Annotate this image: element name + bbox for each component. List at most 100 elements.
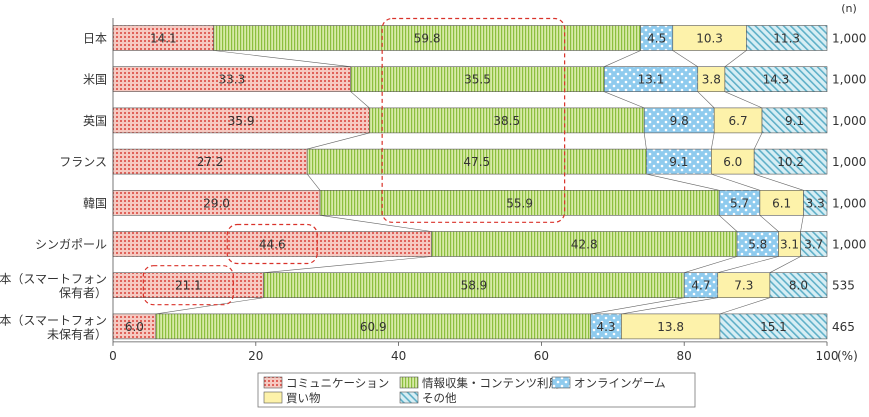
connector-line-row3-boundary2 bbox=[646, 173, 720, 191]
bar-segment-row1-series1 bbox=[350, 66, 605, 92]
n-value: 465 bbox=[832, 320, 855, 334]
bar-segment-row2-series4 bbox=[761, 107, 828, 134]
connector-line-row1-boundary2 bbox=[604, 91, 645, 109]
connector-line-row2-boundary4 bbox=[753, 132, 763, 150]
bar-value-label: 3.3 bbox=[806, 196, 825, 210]
bar-value-label: 6.1 bbox=[772, 196, 791, 210]
bar-segment-row1-series3 bbox=[697, 66, 726, 92]
x-tick-label: 100 bbox=[816, 349, 839, 363]
bar-value-label: 5.7 bbox=[730, 196, 749, 210]
bar-segment-row5-series4 bbox=[800, 231, 828, 257]
legend-swatch bbox=[399, 376, 419, 389]
category-label: 日本（スマートフォン bbox=[0, 313, 107, 327]
connector-line-row0-boundary1 bbox=[213, 50, 351, 67]
bar-segment-row1-series4 bbox=[724, 66, 828, 92]
bar-segment-row6-series4 bbox=[769, 272, 828, 299]
legend-label: 情報収集・コンテンツ利用 bbox=[422, 376, 560, 390]
category-label-line2: 未保有者） bbox=[47, 327, 107, 341]
bar-segment-row7-series4 bbox=[719, 313, 828, 340]
connector-line-row0-boundary2 bbox=[604, 50, 641, 67]
bar-value-label: 44.6 bbox=[259, 238, 286, 252]
connector-line-row4-boundary1 bbox=[320, 215, 432, 232]
legend-box bbox=[257, 372, 696, 408]
bar-value-label: 35.5 bbox=[464, 73, 491, 87]
connector-line-row4-boundary3 bbox=[759, 215, 779, 232]
category-label: 英国 bbox=[83, 114, 107, 128]
bar-segment-row7-series1 bbox=[155, 313, 591, 340]
bar-value-label: 4.5 bbox=[647, 32, 666, 46]
legend-label: オンラインゲーム bbox=[574, 376, 666, 390]
bar-value-label: 60.9 bbox=[360, 320, 387, 334]
connector-line-row6-boundary2 bbox=[590, 297, 685, 315]
bar-segment-row0-series1 bbox=[213, 25, 641, 51]
bar-segment-row3-series4 bbox=[753, 148, 828, 175]
bar-value-label: 27.2 bbox=[197, 155, 224, 169]
bar-value-label: 14.3 bbox=[763, 73, 790, 87]
bar-value-label: 47.5 bbox=[463, 155, 490, 169]
bar-segment-row0-series4 bbox=[746, 25, 828, 51]
x-tick-label: 0 bbox=[109, 349, 117, 363]
bar-value-label: 3.8 bbox=[702, 73, 721, 87]
connector-line-row3-boundary4 bbox=[754, 173, 804, 191]
bar-value-label: 21.1 bbox=[175, 279, 202, 293]
bar-segment-row0-series2 bbox=[640, 25, 674, 51]
connector-line-row3-boundary3 bbox=[711, 173, 760, 191]
bar-value-label: 3.1 bbox=[780, 238, 799, 252]
bar-value-label: 8.0 bbox=[789, 279, 808, 293]
legend-swatch bbox=[263, 391, 283, 404]
bar-value-label: 6.0 bbox=[125, 320, 144, 334]
n-value: 1,000 bbox=[832, 73, 866, 87]
category-label: 韓国 bbox=[83, 196, 107, 210]
connector-line-row1-boundary3 bbox=[697, 91, 715, 109]
bar-segment-row7-series0 bbox=[112, 313, 157, 340]
legend-swatch bbox=[263, 376, 283, 389]
category-label-line2: 保有者） bbox=[59, 286, 107, 300]
category-label: 日本（スマートフォン bbox=[0, 272, 107, 286]
bar-segment-row6-series3 bbox=[717, 272, 771, 299]
bar-value-label: 14.1 bbox=[150, 32, 177, 46]
highlight-box-2 bbox=[142, 265, 234, 306]
n-value: 1,000 bbox=[832, 114, 866, 128]
bar-segment-row6-series1 bbox=[263, 272, 685, 299]
highlight-box-1 bbox=[226, 223, 318, 265]
bar-value-label: 5.8 bbox=[748, 238, 767, 252]
legend-swatch bbox=[399, 391, 419, 404]
bar-value-label: 58.9 bbox=[461, 279, 488, 293]
bar-segment-row5-series1 bbox=[431, 231, 738, 257]
bar-value-label: 35.9 bbox=[228, 114, 255, 128]
connector-line-row5-boundary2 bbox=[684, 256, 738, 273]
x-axis-unit: (%) bbox=[837, 349, 858, 363]
connector-line-row4-boundary2 bbox=[718, 215, 738, 232]
bar-value-label: 4.7 bbox=[691, 279, 710, 293]
legend-label: コミュニケーション bbox=[286, 376, 389, 390]
n-value: 535 bbox=[832, 279, 855, 293]
bar-segment-row2-series1 bbox=[369, 107, 645, 134]
category-label: 米国 bbox=[83, 73, 107, 87]
bar-segment-row4-series2 bbox=[718, 190, 761, 216]
connector-line-row2-boundary3 bbox=[711, 132, 715, 150]
bar-value-label: 6.0 bbox=[723, 155, 742, 169]
connector-line-row0-boundary4 bbox=[724, 50, 747, 67]
n-value: 1,000 bbox=[832, 196, 866, 210]
bar-segment-row2-series0 bbox=[112, 107, 370, 134]
connector-line-row6-boundary1 bbox=[155, 297, 264, 315]
bar-value-label: 55.9 bbox=[506, 196, 533, 210]
bar-segment-row4-series3 bbox=[759, 190, 804, 216]
n-value: 1,000 bbox=[832, 32, 866, 46]
connector-line-row2-boundary2 bbox=[643, 132, 647, 150]
connector-line-row5-boundary3 bbox=[717, 256, 779, 273]
x-tick-label: 80 bbox=[677, 349, 692, 363]
bar-value-label: 15.1 bbox=[760, 320, 787, 334]
connector-line-row3-boundary1 bbox=[306, 173, 321, 191]
legend-label: 買い物 bbox=[286, 391, 321, 405]
connector-line-row2-boundary1 bbox=[307, 132, 370, 150]
bar-segment-row4-series1 bbox=[319, 190, 720, 216]
bar-segment-row4-series4 bbox=[803, 190, 828, 216]
bar-value-label: 3.7 bbox=[804, 238, 823, 252]
bar-value-label: 29.0 bbox=[203, 196, 230, 210]
bar-segment-row7-series3 bbox=[621, 313, 721, 340]
connector-line-row4-boundary4 bbox=[800, 215, 804, 232]
bar-segment-row1-series2 bbox=[603, 66, 699, 92]
category-label: フランス bbox=[59, 155, 107, 169]
